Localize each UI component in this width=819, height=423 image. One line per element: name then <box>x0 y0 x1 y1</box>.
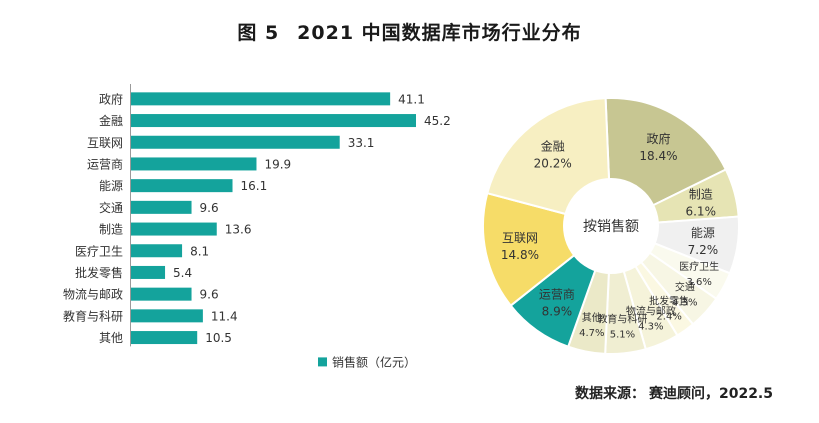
source-note: 数据来源： 赛迪顾问，2022.5 <box>575 383 773 403</box>
pie-slice-label: 政府 <box>646 131 670 146</box>
bar-医疗卫生 <box>131 244 183 258</box>
pie-slice-percent: 4.3% <box>672 297 697 308</box>
pie-slice-label: 其他 <box>582 311 602 324</box>
bar-交通 <box>131 200 192 214</box>
bar-category-label: 物流与邮政 <box>63 288 123 302</box>
legend-label: 销售额（亿元） <box>332 354 416 369</box>
bar-value-label: 11.4 <box>211 309 238 323</box>
bar-批发零售 <box>131 265 166 279</box>
pie-slice-percent: 8.9% <box>542 305 573 319</box>
source-value: 赛迪顾问，2022.5 <box>648 386 773 402</box>
pie-chart: 按销售额政府18.4%制造6.1%能源7.2%医疗卫生3.6%交通4.3%批发零… <box>482 97 740 355</box>
pie-slice-label: 互联网 <box>502 231 538 245</box>
bar-category-label: 教育与科研 <box>63 308 123 323</box>
bar-chart: 政府 41.1 金融 45.2 互联网 33.1 运营商 19.9 能源 16.1 交通 9.6 制造 1… <box>63 84 451 369</box>
bar-value-label: 41.1 <box>398 92 425 106</box>
pie-center-hole <box>563 178 659 274</box>
pie-slice-label: 批发零售 <box>649 294 689 307</box>
pie-slice-percent: 20.2% <box>534 157 572 171</box>
bar-value-label: 5.4 <box>173 266 192 280</box>
pie-slice-percent: 7.2% <box>688 243 719 257</box>
bar-value-label: 9.6 <box>200 201 219 215</box>
bar-互联网 <box>131 135 340 149</box>
bar-category-label: 运营商 <box>87 156 123 171</box>
bar-运营商 <box>131 157 257 171</box>
pie-slice-percent: 4.7% <box>579 328 604 339</box>
bar-category-label: 批发零售 <box>75 265 123 280</box>
bar-制造 <box>131 222 217 236</box>
pie-slice-label: 制造 <box>689 188 713 202</box>
bar-value-label: 45.2 <box>424 114 451 128</box>
pie-slice-label: 运营商 <box>539 287 575 302</box>
pie-slice-label: 教育与科研 <box>597 312 647 325</box>
pie-slice-label: 能源 <box>691 226 715 240</box>
source-label: 数据来源： <box>574 386 645 402</box>
bar-category-label: 能源 <box>99 179 123 193</box>
bar-value-label: 33.1 <box>348 136 375 150</box>
bar-物流与邮政 <box>131 287 192 301</box>
pie-slice-percent: 5.1% <box>610 329 635 340</box>
bar-value-label: 19.9 <box>264 157 291 171</box>
pie-slice-percent: 18.4% <box>639 149 677 163</box>
bar-能源 <box>131 179 233 193</box>
bar-教育与科研 <box>131 309 203 323</box>
figure-title: 图 5 2021 中国数据库市场行业分布 <box>0 18 819 45</box>
bar-category-label: 制造 <box>99 223 123 237</box>
bar-category-label: 互联网 <box>87 136 123 150</box>
legend-swatch <box>318 357 327 367</box>
bar-value-label: 8.1 <box>190 244 209 258</box>
pie-slice-label: 医疗卫生 <box>679 260 719 273</box>
pie-center-label: 按销售额 <box>583 219 639 235</box>
bar-value-label: 16.1 <box>241 179 268 193</box>
figure-number: 图 5 <box>237 22 280 44</box>
bar-category-label: 金融 <box>99 113 123 128</box>
pie-slice-label: 交通 <box>675 280 695 293</box>
pie-slice-percent: 2.4% <box>656 311 681 322</box>
pie-slice-percent: 4.3% <box>638 322 663 333</box>
pie-slice-label: 物流与邮政 <box>626 305 676 318</box>
bar-category-label: 医疗卫生 <box>75 244 123 258</box>
pie-slice-percent: 6.1% <box>685 205 716 219</box>
pie-slice-percent: 3.6% <box>686 277 711 288</box>
bar-category-label: 政府 <box>99 91 123 106</box>
pie-slice-percent: 14.8% <box>501 248 539 262</box>
bar-value-label: 13.6 <box>225 223 252 237</box>
bar-政府 <box>131 92 391 106</box>
bar-category-label: 交通 <box>99 200 123 215</box>
figure-title-text: 2021 中国数据库市场行业分布 <box>297 22 582 44</box>
bar-金融 <box>131 114 416 128</box>
bar-value-label: 10.5 <box>205 331 232 345</box>
bar-value-label: 9.6 <box>200 288 219 302</box>
pie-slice-label: 金融 <box>541 139 565 154</box>
bar-category-label: 其他 <box>99 331 123 345</box>
bar-其他 <box>131 331 198 345</box>
